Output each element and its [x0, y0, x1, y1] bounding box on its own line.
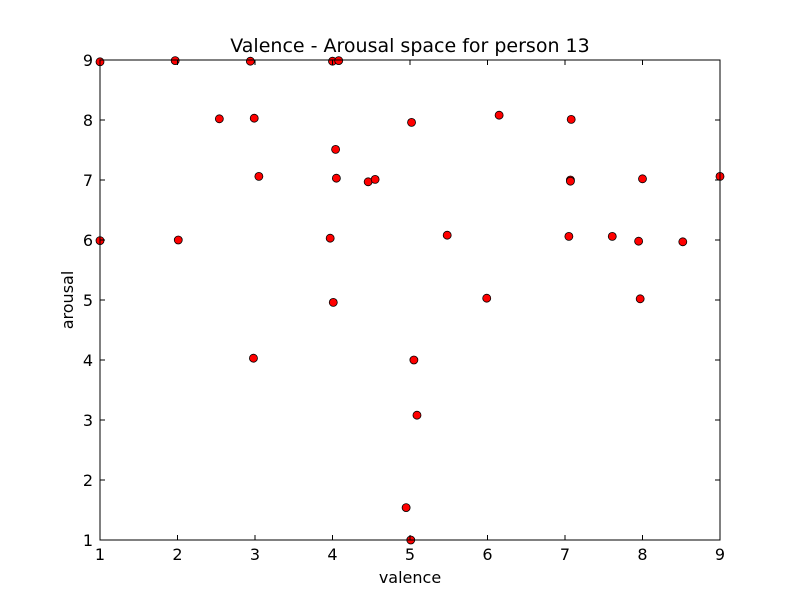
- data-point: [412, 410, 422, 420]
- data-point: [401, 503, 411, 513]
- x-tick-label: 7: [560, 545, 570, 564]
- data-point: [442, 230, 452, 240]
- data-point: [634, 236, 644, 246]
- data-point: [334, 56, 344, 65]
- y-tick-label: 9: [83, 51, 93, 70]
- x-tick-label: 4: [327, 545, 337, 564]
- x-tick-label: 6: [482, 545, 492, 564]
- y-tick-label: 8: [83, 111, 93, 130]
- data-point: [607, 231, 617, 241]
- x-tick-label: 1: [95, 545, 105, 564]
- data-point: [678, 237, 688, 247]
- data-point: [409, 355, 419, 365]
- data-point: [564, 231, 574, 241]
- y-axis-label: arousal: [58, 271, 77, 330]
- chart-title: Valence - Arousal space for person 13: [230, 35, 589, 57]
- x-tick-label: 9: [715, 545, 725, 564]
- y-tick-label: 4: [83, 351, 93, 370]
- data-point: [249, 113, 259, 123]
- data-point: [328, 297, 338, 307]
- data-point: [325, 233, 335, 243]
- y-tick-label: 5: [83, 291, 93, 310]
- data-point: [370, 174, 380, 184]
- plot-frame: [99, 59, 721, 541]
- data-point: [566, 115, 576, 124]
- data-point: [494, 110, 504, 120]
- data-point: [249, 353, 258, 363]
- x-axis-label: valence: [379, 568, 441, 587]
- data-point: [331, 173, 341, 183]
- x-tick-label: 8: [637, 545, 647, 564]
- data-point: [407, 118, 416, 127]
- y-tick-label: 6: [83, 231, 93, 250]
- y-tick-label: 2: [83, 471, 93, 490]
- y-tick-label: 1: [83, 531, 93, 550]
- data-point: [254, 171, 264, 181]
- y-tick-label: 7: [83, 171, 93, 190]
- y-tick-label: 3: [83, 411, 93, 430]
- axis-ticks: 1 2 3 4 5 6 7 8 9 1 2 3 4 5 6 7 8 9: [83, 51, 725, 564]
- data-point: [245, 56, 255, 66]
- x-tick-label: 5: [405, 545, 415, 564]
- data-point: [566, 176, 575, 186]
- data-point: [214, 114, 224, 124]
- data-point: [638, 174, 647, 184]
- data-point: [331, 144, 341, 154]
- data-point: [635, 294, 645, 304]
- data-point: [482, 293, 492, 303]
- x-tick-label: 2: [172, 545, 182, 564]
- data-point: [173, 235, 183, 245]
- x-tick-label: 3: [250, 545, 260, 564]
- data-points: [95, 56, 725, 545]
